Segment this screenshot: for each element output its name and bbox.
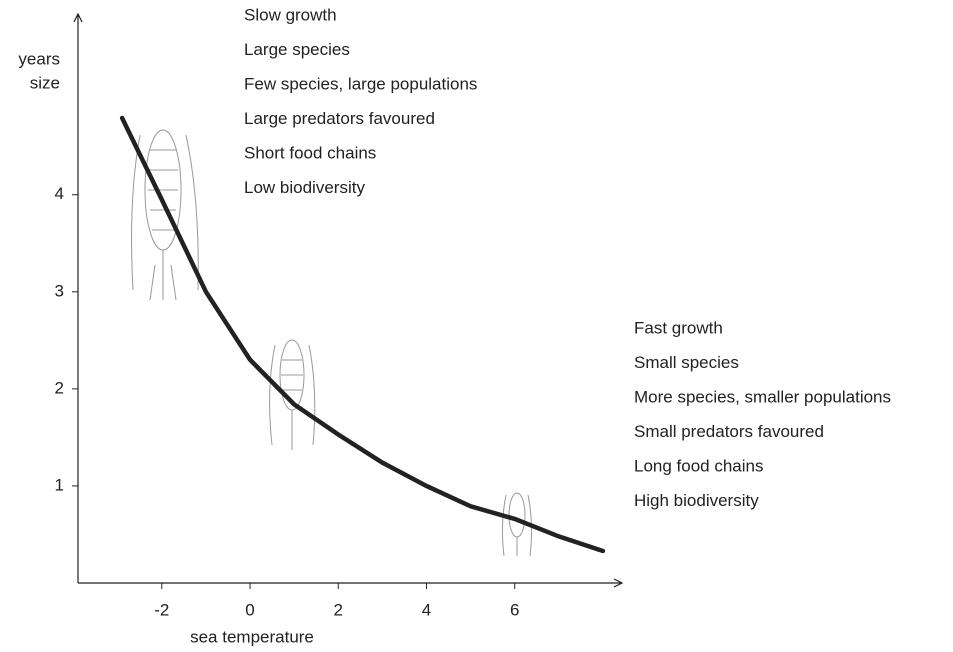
y-tick-label: 4 [55, 184, 64, 203]
annotation: Fast growth [634, 318, 723, 337]
copepod-medium [269, 339, 316, 450]
x-axis [78, 578, 624, 588]
y-tick-label: 2 [55, 378, 64, 397]
line-series [119, 115, 606, 554]
annotation: Few species, large populations [244, 74, 477, 93]
x-tick-label: 4 [422, 600, 431, 619]
annotation: Low biodiversity [244, 178, 365, 197]
annotation: More species, smaller populations [634, 387, 891, 406]
x-tick-label: 6 [510, 600, 519, 619]
y-axis [73, 12, 83, 583]
annotation: High biodiversity [634, 491, 759, 510]
y-axis-label: years [18, 49, 60, 68]
x-axis-label: sea temperature [190, 627, 314, 646]
annotation: Large predators favoured [244, 109, 435, 128]
y-tick-label: 3 [55, 281, 64, 300]
y-tick-label: 1 [55, 475, 64, 494]
annotation: Slow growth [244, 5, 337, 24]
annotation: Large species [244, 40, 350, 59]
annotation: Short food chains [244, 143, 376, 162]
y-axis-label: size [30, 73, 60, 92]
illustrations [131, 129, 533, 557]
annotation: Small species [634, 353, 739, 372]
x-tick-label: 0 [245, 600, 254, 619]
annotation: Small predators favoured [634, 422, 824, 441]
x-tick-label: 2 [334, 600, 343, 619]
x-tick-label: -2 [154, 600, 169, 619]
copepod-large [131, 129, 199, 301]
annotation: Long food chains [634, 456, 764, 475]
